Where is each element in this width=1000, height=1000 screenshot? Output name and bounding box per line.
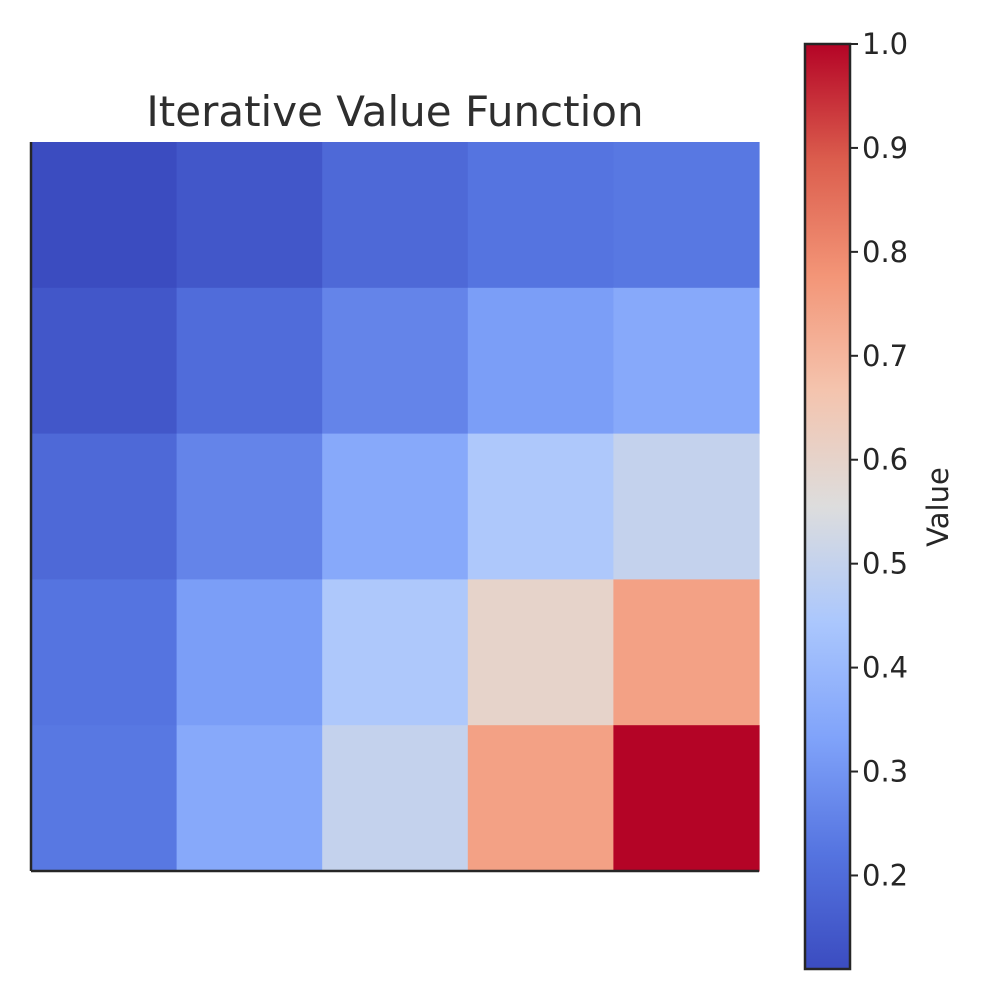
heatmap-cell-r2-c2 (322, 433, 469, 580)
heatmap-cell-r2-c1 (176, 433, 323, 580)
colorbar-tick-label: 0.8 (862, 235, 908, 269)
colorbar-tick-label: 0.2 (862, 858, 908, 892)
heatmap-cell-r3-c4 (613, 579, 760, 726)
heatmap-cell-r2-c3 (467, 433, 614, 580)
heatmap-cell-r2-c0 (31, 433, 178, 580)
heatmap-cell-r0-c1 (176, 142, 323, 289)
colorbar-tick-label: 0.3 (862, 755, 908, 789)
chart-title: Iterative Value Function (146, 87, 643, 136)
heatmap-cell-r2-c4 (613, 433, 760, 580)
colorbar-tick-label: 0.9 (862, 131, 908, 165)
heatmap-cell-r4-c2 (322, 725, 469, 872)
colorbar-tick-label: 0.6 (862, 443, 908, 477)
heatmap-cell-r4-c1 (176, 725, 323, 872)
heatmap-cell-r3-c0 (31, 579, 178, 726)
heatmap-cell-r1-c0 (31, 287, 178, 435)
heatmap-cell-r1-c1 (176, 287, 323, 435)
heatmap-cell-r0-c2 (322, 142, 469, 289)
heatmap-cells (31, 142, 760, 872)
heatmap-cell-r3-c2 (322, 579, 469, 726)
colorbar-tick-label: 1.0 (862, 27, 908, 61)
heatmap-cell-r1-c4 (613, 287, 760, 435)
plot-axes (29, 142, 759, 873)
colorbar-ticks: 0.2 0.3 0.4 0.5 0.6 0.7 0.8 0.9 1.0 (850, 27, 908, 892)
heatmap-cell-r4-c0 (31, 725, 178, 872)
heatmap-cell-r3-c1 (176, 579, 323, 726)
heatmap-cell-r4-c4 (613, 725, 760, 872)
heatmap-cell-r1-c3 (467, 287, 614, 435)
heatmap-cell-r4-c3 (467, 725, 614, 872)
heatmap-cell-r3-c3 (467, 579, 614, 726)
colorbar-label: Value (921, 467, 955, 547)
colorbar: 0.2 0.3 0.4 0.5 0.6 0.7 0.8 0.9 1.0 Value (803, 27, 955, 971)
colorbar-tick-label: 0.5 (862, 547, 908, 581)
colorbar-tick-label: 0.4 (862, 651, 908, 685)
colorbar-gradient (803, 42, 852, 971)
heatmap-cell-r0-c4 (613, 142, 760, 289)
heatmap-cell-r1-c2 (322, 287, 469, 435)
heatmap-cell-r0-c3 (467, 142, 614, 289)
heatmap-cell-r0-c0 (31, 142, 178, 289)
colorbar-tick-label: 0.7 (862, 339, 908, 373)
